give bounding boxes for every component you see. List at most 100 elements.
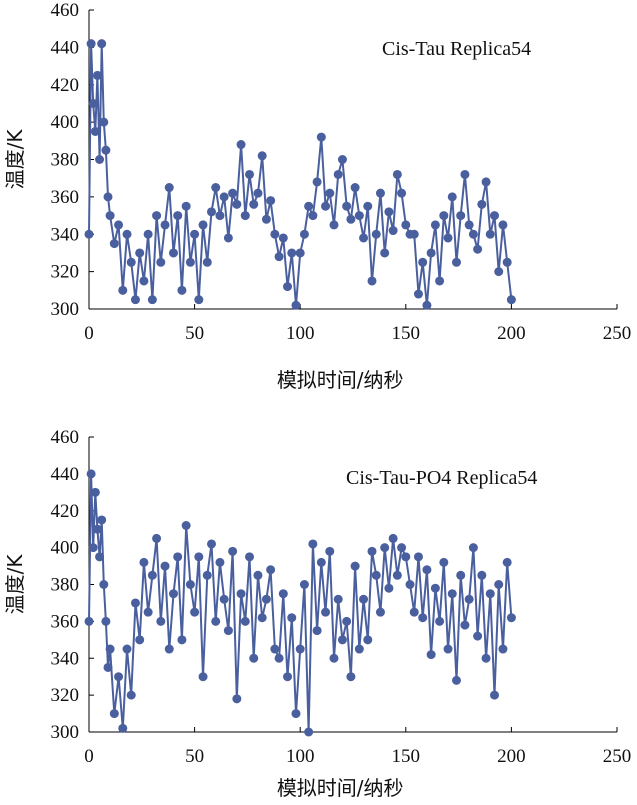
- data-point: [342, 201, 352, 211]
- data-point: [215, 211, 225, 221]
- x-tick-label: 150: [392, 323, 421, 344]
- data-point: [86, 39, 96, 49]
- data-point: [502, 557, 512, 567]
- data-point: [185, 580, 195, 589]
- data-point: [337, 155, 347, 164]
- data-point: [430, 220, 440, 230]
- data-point: [460, 169, 470, 179]
- data-point: [456, 570, 466, 580]
- data-point: [485, 589, 495, 599]
- data-point: [426, 650, 436, 660]
- data-point: [118, 723, 128, 733]
- data-point: [101, 616, 111, 626]
- data-point: [84, 616, 94, 626]
- data-point: [164, 644, 174, 654]
- data-point: [384, 583, 394, 593]
- data-point: [245, 169, 255, 179]
- data-point: [413, 552, 423, 562]
- x-tick-label: 200: [497, 323, 526, 344]
- data-point: [443, 644, 453, 654]
- data-point: [481, 177, 491, 187]
- data-point: [392, 570, 402, 580]
- chart-title: Cis-Tau-PO4 Replica54: [346, 467, 537, 489]
- y-tick-label: 320: [51, 262, 80, 283]
- data-point: [219, 594, 229, 604]
- data-point: [194, 552, 204, 562]
- data-point: [464, 594, 474, 604]
- data-point: [359, 233, 369, 243]
- x-tick-label: 250: [603, 746, 632, 767]
- data-point: [278, 233, 288, 243]
- data-point: [97, 39, 107, 49]
- y-tick-label: 400: [51, 112, 80, 133]
- data-point: [253, 570, 263, 580]
- data-point: [333, 594, 343, 604]
- data-point: [109, 239, 119, 249]
- data-point: [198, 672, 208, 682]
- y-tick-label: 420: [51, 501, 80, 522]
- data-point: [152, 533, 162, 543]
- data-point: [299, 229, 309, 239]
- chart-panel-1: 300 320 340 360 380 400 420 440 460 0 50 100 150 200 2…: [3, 0, 631, 392]
- data-point: [308, 211, 318, 221]
- data-point: [101, 145, 111, 155]
- data-point: [329, 220, 339, 230]
- data-point: [316, 132, 326, 142]
- data-point: [103, 192, 113, 202]
- data-point: [485, 229, 495, 239]
- data-point: [401, 220, 411, 230]
- data-point: [160, 220, 170, 230]
- x-axis-label: 模拟时间/纳秒: [277, 368, 404, 392]
- data-point: [168, 248, 178, 258]
- data-point: [380, 543, 390, 553]
- data-point: [506, 295, 516, 305]
- data-point: [236, 140, 246, 150]
- data-point: [291, 300, 301, 310]
- data-point: [409, 607, 419, 617]
- data-point: [490, 690, 500, 700]
- data-point: [202, 570, 212, 580]
- x-tick-label: 0: [84, 746, 94, 767]
- x-tick-label: 50: [185, 746, 204, 767]
- x-tick-label: 200: [497, 746, 526, 767]
- data-point: [139, 276, 149, 286]
- data-point: [228, 188, 238, 198]
- data-point: [451, 675, 461, 685]
- data-point: [291, 709, 301, 719]
- data-point: [468, 543, 478, 553]
- data-point: [299, 580, 309, 589]
- data-point: [392, 169, 402, 179]
- data-point: [152, 211, 162, 221]
- data-point: [342, 616, 352, 626]
- data-point: [249, 199, 259, 209]
- data-point: [261, 594, 271, 604]
- x-tick-label: 250: [603, 323, 632, 344]
- y-tick-label: 360: [51, 611, 80, 632]
- data-point: [321, 607, 331, 617]
- data-point: [304, 201, 314, 211]
- data-point: [435, 616, 445, 626]
- data-point: [283, 672, 293, 682]
- data-point: [266, 565, 276, 575]
- data-point: [494, 580, 504, 589]
- data-point: [367, 276, 377, 286]
- data-point: [198, 220, 208, 230]
- data-point: [270, 644, 280, 654]
- data-point: [346, 214, 356, 224]
- data-point: [325, 188, 335, 198]
- data-point: [143, 229, 153, 239]
- data-point: [164, 183, 174, 193]
- data-point: [337, 635, 347, 645]
- data-point: [223, 233, 233, 243]
- data-point: [99, 117, 109, 127]
- data-point: [232, 199, 242, 209]
- data-point: [430, 583, 440, 593]
- y-tick-label: 300: [51, 299, 80, 320]
- y-tick-label: 460: [51, 0, 80, 21]
- data-point: [359, 594, 369, 604]
- data-point: [346, 672, 356, 682]
- y-tick-label: 340: [51, 224, 80, 245]
- data-point: [426, 248, 436, 258]
- data-point: [185, 257, 195, 267]
